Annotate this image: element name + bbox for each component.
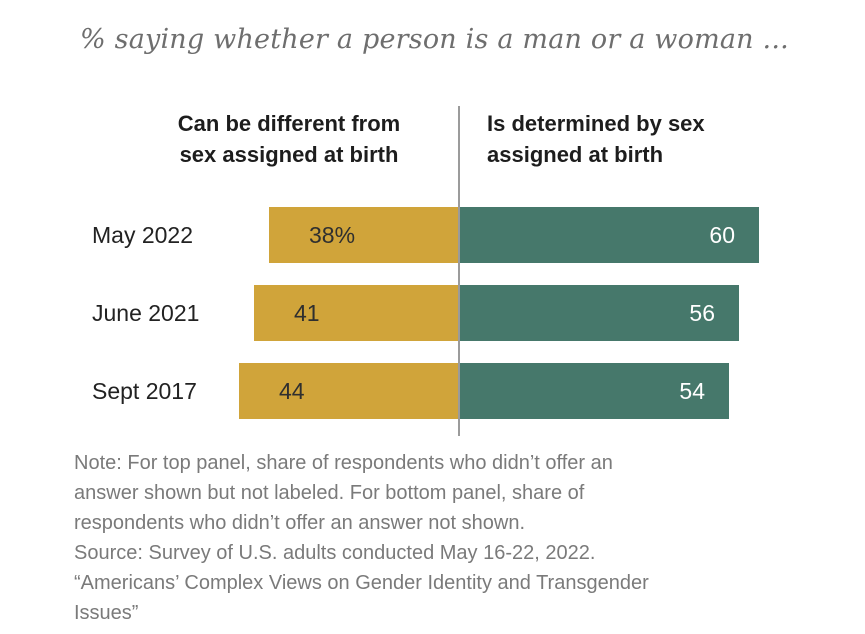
bar-determined-by-sex: 56 <box>459 285 739 341</box>
bar-row-may-2022: May 2022 38% 60 <box>0 207 865 263</box>
left-panel-header: Can be different from sex assigned at bi… <box>140 108 438 170</box>
bar-row-sept-2017: Sept 2017 44 54 <box>0 363 865 419</box>
note-line: answer shown but not labeled. For bottom… <box>74 482 585 504</box>
left-panel-header-line1: Can be different from <box>177 111 401 136</box>
row-label: June 2021 <box>92 299 200 326</box>
report-title-line: Issues” <box>74 602 139 624</box>
bar-can-be-different: 44 <box>239 363 459 419</box>
bar-value-label: 44 <box>279 377 305 404</box>
note-line: Note: For top panel, share of respondent… <box>74 452 613 474</box>
bar-value-label: 38% <box>309 221 356 248</box>
note-line: respondents who didn’t offer an answer n… <box>74 512 526 534</box>
right-panel-header-line2: assigned at birth <box>487 142 664 167</box>
left-panel-header-line2: sex assigned at birth <box>179 142 399 167</box>
source-line: Source: Survey of U.S. adults conducted … <box>74 542 596 564</box>
bar-can-be-different: 41 <box>254 285 459 341</box>
right-panel-header: Is determined by sex assigned at birth <box>487 108 807 170</box>
bar-row-june-2021: June 2021 41 56 <box>0 285 865 341</box>
bar-value-label: 60 <box>709 221 735 248</box>
footnote-block: Note: For top panel, share of respondent… <box>74 448 649 628</box>
row-label: May 2022 <box>92 221 194 248</box>
bar-value-label: 56 <box>689 299 715 326</box>
bar-determined-by-sex: 60 <box>459 207 759 263</box>
bar-value-label: 54 <box>679 377 705 404</box>
row-label: Sept 2017 <box>92 377 197 404</box>
right-panel-header-line1: Is determined by sex <box>487 111 705 136</box>
panel-divider-line <box>458 106 460 436</box>
chart-title: % saying whether a person is a man or a … <box>80 24 789 55</box>
bar-value-label: 41 <box>294 299 320 326</box>
report-title-line: “Americans’ Complex Views on Gender Iden… <box>74 572 649 594</box>
bar-can-be-different: 38% <box>269 207 459 263</box>
bar-determined-by-sex: 54 <box>459 363 729 419</box>
